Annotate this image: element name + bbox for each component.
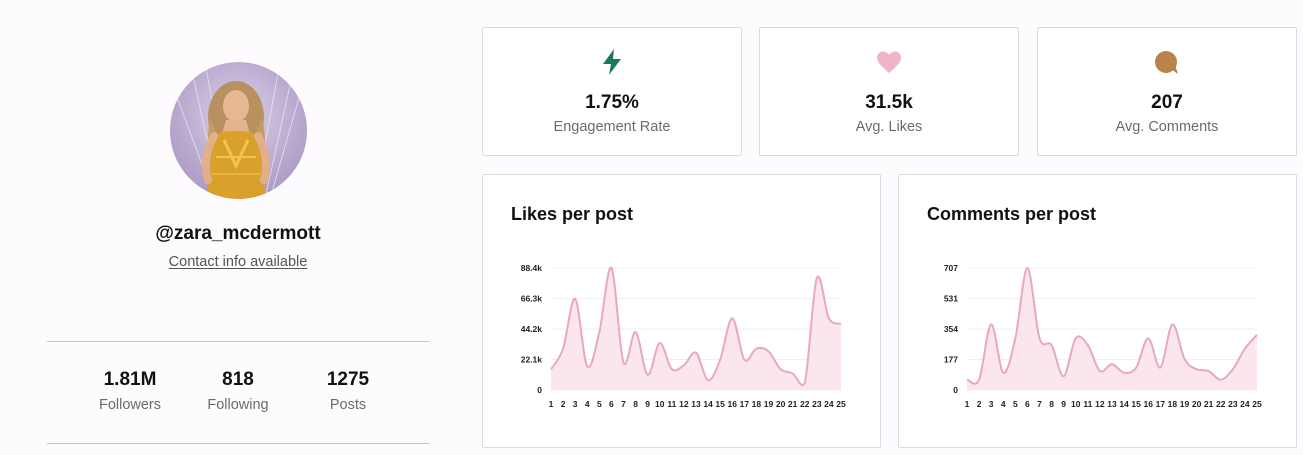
engagement-rate-card: 1.75% Engagement Rate bbox=[482, 27, 742, 156]
series-line bbox=[966, 266, 1258, 385]
x-tick-label: 3 bbox=[573, 399, 578, 409]
x-tick-label: 17 bbox=[740, 399, 750, 409]
x-tick-label: 17 bbox=[1156, 399, 1166, 409]
y-tick-label: 531 bbox=[944, 294, 958, 304]
x-tick-label: 21 bbox=[1204, 399, 1214, 409]
stat-value: 818 bbox=[222, 369, 254, 390]
x-tick-label: 20 bbox=[1192, 399, 1202, 409]
lightning-icon bbox=[483, 48, 741, 78]
metric-label: Avg. Comments bbox=[1115, 119, 1219, 135]
avg-likes-card: 31.5k Avg. Likes bbox=[759, 27, 1019, 156]
y-tick-label: 0 bbox=[953, 385, 958, 395]
x-tick-label: 16 bbox=[1144, 399, 1154, 409]
stat-label: Posts bbox=[329, 397, 367, 413]
x-tick-label: 9 bbox=[645, 399, 650, 409]
x-tick-label: 12 bbox=[679, 399, 689, 409]
profile-handle: @zara_mcdermott bbox=[155, 223, 321, 244]
x-tick-label: 7 bbox=[1037, 399, 1042, 409]
stat-value: 1.81M bbox=[103, 369, 157, 390]
area-fill bbox=[551, 267, 841, 390]
x-tick-label: 1 bbox=[965, 399, 970, 409]
x-tick-label: 12 bbox=[1095, 399, 1105, 409]
x-tick-label: 24 bbox=[1240, 399, 1250, 409]
stat-following: 818 Following bbox=[183, 369, 293, 413]
x-tick-label: 8 bbox=[633, 399, 638, 409]
x-tick-label: 18 bbox=[752, 399, 762, 409]
x-tick-label: 19 bbox=[764, 399, 774, 409]
series-line bbox=[550, 266, 842, 386]
x-tick-label: 24 bbox=[824, 399, 834, 409]
y-tick-label: 707 bbox=[944, 263, 958, 273]
x-tick-label: 15 bbox=[1131, 399, 1141, 409]
metric-label: Engagement Rate bbox=[553, 119, 671, 135]
chart-title: Comments per post bbox=[927, 204, 1097, 224]
x-tick-label: 5 bbox=[1013, 399, 1018, 409]
stat-posts: 1275 Posts bbox=[293, 369, 403, 413]
y-tick-label: 66.3k bbox=[521, 294, 543, 304]
x-tick-label: 6 bbox=[1025, 399, 1030, 409]
x-tick-label: 19 bbox=[1180, 399, 1190, 409]
x-tick-label: 14 bbox=[1119, 399, 1129, 409]
x-tick-label: 11 bbox=[667, 399, 676, 409]
x-tick-label: 22 bbox=[1216, 399, 1226, 409]
stat-label: Followers bbox=[98, 397, 162, 413]
avatar[interactable] bbox=[170, 62, 307, 199]
x-tick-label: 10 bbox=[655, 399, 665, 409]
metric-label: Avg. Likes bbox=[855, 119, 923, 135]
y-tick-label: 0 bbox=[537, 385, 542, 395]
y-tick-label: 44.2k bbox=[521, 324, 543, 334]
x-tick-label: 18 bbox=[1168, 399, 1178, 409]
x-tick-label: 16 bbox=[728, 399, 738, 409]
x-tick-label: 15 bbox=[715, 399, 725, 409]
comment-icon bbox=[1038, 48, 1296, 78]
divider bbox=[47, 341, 429, 342]
x-tick-label: 20 bbox=[776, 399, 786, 409]
x-tick-label: 25 bbox=[1252, 399, 1262, 409]
x-tick-label: 25 bbox=[836, 399, 846, 409]
x-tick-label: 9 bbox=[1061, 399, 1066, 409]
stat-label: Following bbox=[207, 397, 269, 413]
divider bbox=[47, 443, 429, 444]
x-tick-label: 13 bbox=[1107, 399, 1117, 409]
x-tick-label: 7 bbox=[621, 399, 626, 409]
x-tick-label: 22 bbox=[800, 399, 810, 409]
x-tick-label: 3 bbox=[989, 399, 994, 409]
x-tick-label: 23 bbox=[1228, 399, 1238, 409]
profile-panel: @zara_mcdermott Contact info available 1… bbox=[0, 0, 476, 455]
y-tick-label: 354 bbox=[944, 324, 958, 334]
likes-chart-card: Likes per post 0 22.1k 44.2k 66.3k 88.4k 1 2 3 4… bbox=[482, 174, 881, 448]
stat-value: 1275 bbox=[326, 369, 370, 390]
x-tick-label: 11 bbox=[1083, 399, 1092, 409]
avatar-image bbox=[174, 62, 303, 199]
x-tick-label: 10 bbox=[1071, 399, 1081, 409]
heart-icon bbox=[760, 48, 1018, 78]
x-tick-label: 4 bbox=[1001, 399, 1006, 409]
chart-title: Likes per post bbox=[511, 204, 634, 224]
x-tick-label: 5 bbox=[597, 399, 602, 409]
x-tick-label: 21 bbox=[788, 399, 798, 409]
comments-chart-card: Comments per post 0 177 354 531 707 1 2 3 4 5 6 7 8 9… bbox=[898, 174, 1297, 448]
y-tick-label: 88.4k bbox=[521, 263, 543, 273]
avg-comments-card: 207 Avg. Comments bbox=[1037, 27, 1297, 156]
metric-value: 207 bbox=[1151, 92, 1183, 113]
metric-value: 31.5k bbox=[865, 92, 913, 113]
x-tick-label: 6 bbox=[609, 399, 614, 409]
y-tick-label: 22.1k bbox=[521, 355, 543, 365]
x-tick-label: 2 bbox=[977, 399, 982, 409]
x-tick-label: 8 bbox=[1049, 399, 1054, 409]
metric-value: 1.75% bbox=[585, 92, 639, 113]
x-tick-label: 4 bbox=[585, 399, 590, 409]
x-tick-label: 13 bbox=[691, 399, 701, 409]
x-tick-label: 23 bbox=[812, 399, 822, 409]
x-tick-label: 14 bbox=[703, 399, 713, 409]
x-tick-label: 1 bbox=[549, 399, 554, 409]
contact-info-link[interactable]: Contact info available bbox=[168, 254, 308, 270]
y-tick-label: 177 bbox=[944, 355, 958, 365]
x-tick-label: 2 bbox=[561, 399, 566, 409]
stat-followers: 1.81M Followers bbox=[75, 369, 185, 413]
